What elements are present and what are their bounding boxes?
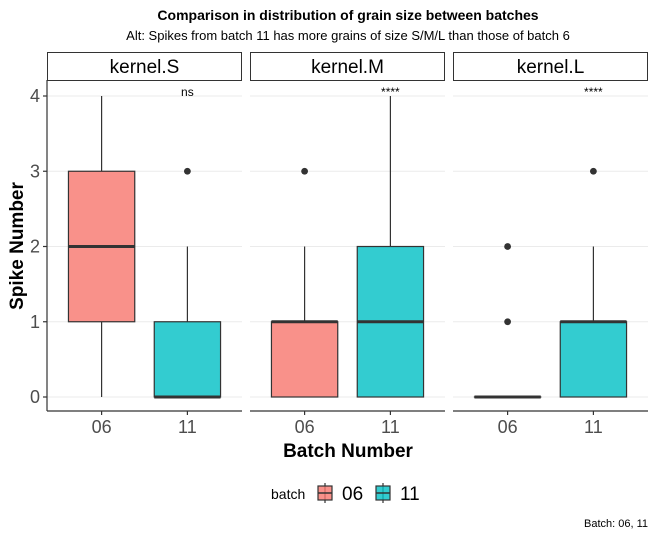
chart-subtitle: Alt: Spikes from batch 11 has more grain…: [126, 28, 570, 43]
chart-caption: Batch: 06, 11: [584, 518, 648, 530]
facet-strip: [250, 52, 445, 81]
x-tick-label: 11: [178, 417, 197, 437]
legend-label: 06: [342, 484, 363, 505]
outlier-point: [184, 167, 191, 175]
x-tick-label: 06: [92, 417, 112, 437]
box-11: [153, 167, 222, 399]
facet-strip: [453, 52, 648, 81]
facet-strip-label: kernel.L: [517, 57, 585, 78]
legend-key-11: 11: [375, 483, 420, 505]
legend-key-06: 06: [317, 483, 363, 505]
facet-panel-kernel.S: kernel.S 06 11 ns: [47, 52, 242, 437]
outlier-point: [504, 318, 511, 326]
significance-label: ****: [584, 85, 603, 99]
legend-title: batch: [271, 486, 305, 502]
x-tick-label: 06: [295, 417, 315, 437]
box-body: [270, 321, 339, 398]
x-tick-label: 11: [381, 417, 400, 437]
facet-strip-label: kernel.S: [110, 57, 180, 78]
significance-label: ns: [181, 85, 194, 99]
y-axis: 0 1 2 3 4: [30, 80, 48, 411]
legend: batch 06 11: [271, 483, 420, 505]
box-11: [356, 96, 425, 398]
box-body: [153, 321, 222, 398]
y-axis-title: Spike Number: [7, 182, 28, 310]
box-06: [67, 96, 136, 397]
box-body: [559, 321, 628, 398]
outlier-point: [590, 167, 597, 175]
y-tick-label: 3: [30, 161, 40, 181]
box-06: [473, 243, 542, 399]
facet-panel-kernel.M: kernel.M 06 11 ****: [250, 52, 445, 437]
y-tick-label: 4: [30, 86, 40, 106]
legend-label: 11: [400, 484, 420, 505]
outlier-point: [301, 167, 308, 175]
x-tick-label: 06: [498, 417, 518, 437]
box-06: [270, 167, 339, 398]
facet-strip: [47, 52, 242, 81]
facet-panels: kernel.S 06 11 ns kernel.M 06 11 **** kernel.L 06…: [47, 52, 648, 437]
significance-label: ****: [381, 85, 400, 99]
x-axis-title: Batch Number: [283, 441, 413, 462]
box-11: [559, 167, 628, 398]
facet-strip-label: kernel.M: [311, 57, 384, 78]
x-tick-label: 11: [584, 417, 603, 437]
outlier-point: [504, 243, 511, 250]
y-tick-label: 2: [30, 237, 40, 257]
chart-title: Comparison in distribution of grain size…: [157, 7, 538, 23]
y-tick-label: 1: [30, 312, 40, 332]
facet-panel-kernel.L: kernel.L 06 11 ****: [453, 52, 648, 437]
y-tick-label: 0: [30, 387, 40, 407]
